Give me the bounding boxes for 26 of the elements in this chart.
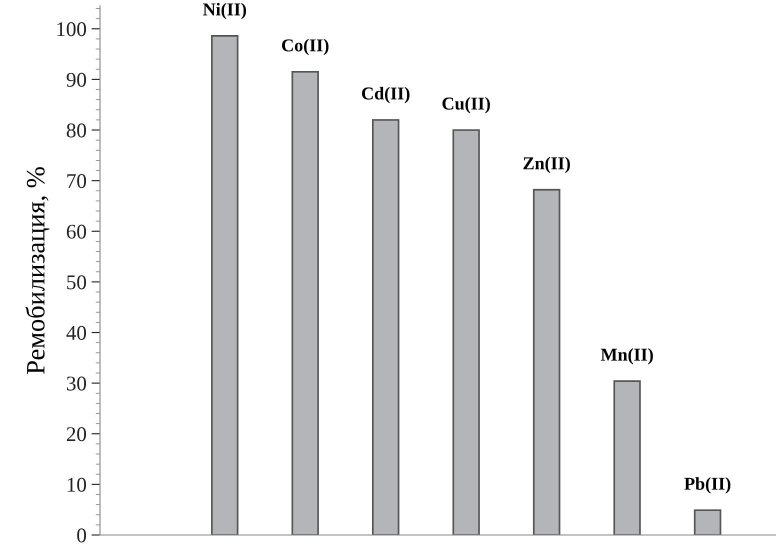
y-tick-label: 50 (67, 275, 86, 290)
bar (452, 129, 480, 535)
x-tick-label: Mn(II) (600, 348, 653, 364)
bar (211, 35, 238, 535)
y-tick-label: 30 (66, 376, 86, 391)
bar (532, 188, 560, 535)
y-tick-label: 20 (66, 427, 86, 442)
x-tick-label: Cd(II) (362, 86, 410, 104)
bar (613, 380, 641, 535)
y-tick-label: 40 (66, 326, 86, 340)
y-tick-label: 60 (66, 224, 86, 239)
x-tick-label: Cu(II) (442, 96, 490, 114)
y-tick-label: 70 (67, 174, 86, 188)
y-axis-title: Ремобилизация, % (25, 167, 50, 374)
y-tick-label: 100 (57, 22, 86, 36)
bar (694, 509, 722, 535)
x-tick-label: Ni(II) (203, 2, 246, 20)
x-tick-label: Zn(II) (523, 156, 570, 174)
x-tick-label: Co(II) (282, 38, 328, 56)
bar (372, 119, 400, 535)
bar (292, 70, 319, 535)
x-tick-label: Pb(II) (684, 477, 730, 494)
y-tick-label: 10 (68, 478, 86, 492)
y-tick-label: 0 (77, 528, 86, 542)
y-tick-label: 80 (66, 123, 86, 138)
y-tick-label: 90 (66, 72, 86, 87)
